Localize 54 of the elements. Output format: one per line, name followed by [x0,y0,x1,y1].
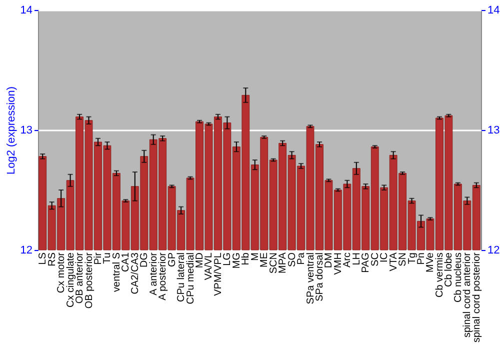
x-tick-label: CPu medial [185,252,196,304]
x-tick-label: SO [286,252,298,267]
x-tick-label: Cb nucleus [452,252,464,303]
x-tick-label: Pn [416,252,428,265]
x-tick-label: A anterior [148,252,160,296]
x-tick-label: CA2/CA3 [130,252,141,294]
x-tick-label: RS [46,252,58,266]
x-tick-label: VMH [332,252,344,275]
x-tick-label: OB anterior [74,252,86,304]
x-tick-label: IC [379,252,390,262]
x-tick-label: LS [38,252,49,265]
x-tick-label: DG [139,252,150,268]
x-tick-label: M [250,252,261,261]
x-tick-label: Hb [240,252,252,266]
x-tick-label: Cb vermis [434,252,446,298]
x-tick-label: VPM/VPL [212,252,224,296]
x-tick-label: SPa ventral [305,252,316,304]
y-tick-label: 12 [20,244,32,256]
x-tick-label: Cx cingulate [65,252,76,308]
x-tick-label: MVe [425,252,436,273]
x-tick-label: PAG [360,252,372,273]
y-tick-label: 13 [20,124,32,136]
x-tick-label: LG [222,252,234,266]
x-tick-label: MPA [278,252,289,274]
x-tick-label: VA/VL [204,252,215,280]
x-tick-label: SPa dorsal [314,252,326,302]
y-tick-label: 14 [20,4,32,16]
x-tick-label: ME [259,252,270,268]
x-tick-label: spinal cord posterior [471,252,482,343]
x-tick-label: Tg [406,252,418,264]
y2-tick-label: 14 [488,4,500,16]
y2-tick-label: 13 [488,124,500,136]
x-tick-label: Tu [102,252,114,264]
x-tick-label: ventral S [111,252,122,292]
x-tick-label: SN [398,252,409,266]
x-tick-label: Cx motor [56,252,68,294]
x-tick-label: OB posterior [84,252,95,309]
x-tick-label: SC [370,252,381,266]
x-tick-label: Cb lobe [444,252,455,287]
x-tick-label: MG [231,252,242,269]
x-tick-label: Arc [342,252,354,268]
x-tick-label: Pir [92,252,104,265]
x-tick-label: SCN [268,252,280,274]
x-tick-label: spinal cord anterior [462,252,474,338]
x-tick-label: LH [351,252,362,266]
x-tick-label: Pa [296,252,308,265]
x-tick-label: DM [324,252,335,268]
y-axis-title: Log2 (expression) [5,86,18,175]
x-tick-label: CA1 [120,252,132,272]
y2-tick-label: 12 [488,244,500,256]
x-tick-label: A posterior [158,252,169,300]
x-tick-label: VTA [388,252,400,272]
x-tick-label: CPu lateral [176,252,188,302]
x-tick-label: GP [166,252,178,267]
